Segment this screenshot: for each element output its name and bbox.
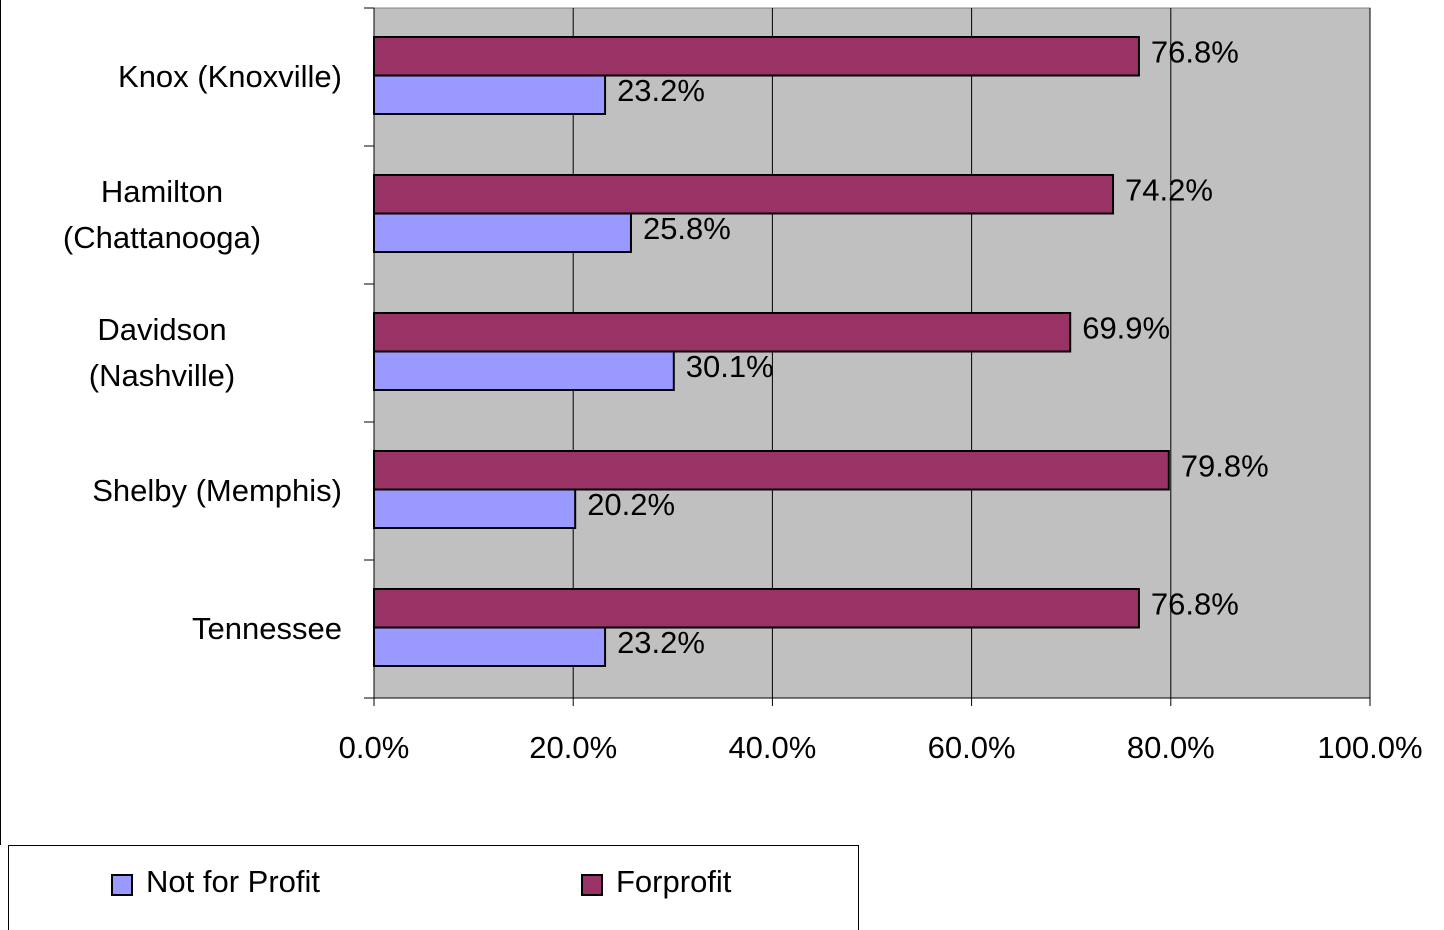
data-label: 20.2%: [587, 487, 675, 522]
bar: [373, 212, 632, 253]
data-label: 30.1%: [686, 349, 774, 384]
data-label: 23.2%: [617, 625, 705, 660]
legend-swatch: [581, 874, 603, 896]
bar: [373, 626, 607, 667]
data-label: 69.9%: [1082, 310, 1170, 345]
x-tick-label: 20.0%: [529, 730, 617, 765]
legend-box: [8, 845, 859, 930]
x-tick-label: 60.0%: [928, 730, 1016, 765]
data-label: 25.8%: [643, 211, 731, 246]
data-label: 76.8%: [1151, 34, 1239, 69]
legend-label: Forprofit: [616, 864, 732, 899]
data-label: 23.2%: [617, 73, 705, 108]
y-tick-label: Hamilton (Chattanooga): [62, 174, 262, 255]
x-tick-label: 0.0%: [339, 730, 410, 765]
y-tick-label: Davidson (Nashville): [88, 312, 236, 393]
x-tick-label: 80.0%: [1127, 730, 1215, 765]
bar: [373, 174, 1115, 215]
data-label: 76.8%: [1151, 586, 1239, 621]
bar: [373, 350, 675, 391]
y-tick-label: Tennessee: [192, 611, 342, 646]
bar: [373, 74, 607, 115]
bar: [373, 36, 1140, 77]
y-tick-label: Shelby (Memphis): [92, 473, 342, 508]
legend-swatch: [111, 874, 133, 896]
bar: [373, 312, 1072, 353]
data-label: 79.8%: [1181, 448, 1269, 483]
x-tick-label: 100.0%: [1317, 730, 1422, 765]
x-tick-label: 40.0%: [728, 730, 816, 765]
bar: [373, 488, 577, 529]
legend-label: Not for Profit: [146, 864, 320, 899]
data-label: 74.2%: [1125, 172, 1213, 207]
y-tick-label: Knox (Knoxville): [118, 59, 342, 94]
bar: [373, 588, 1140, 629]
bar: [373, 450, 1170, 491]
